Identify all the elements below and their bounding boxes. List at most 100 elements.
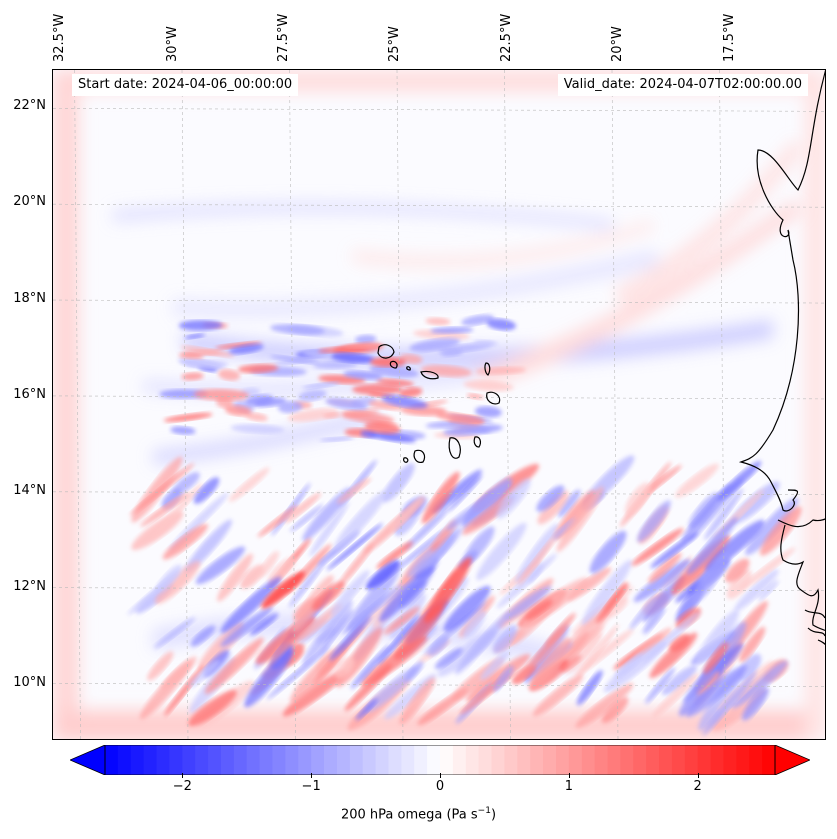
omega-cell: [601, 696, 629, 724]
colorbar-tickmark: [440, 773, 441, 778]
omega-cell: [377, 614, 421, 665]
omega-cell: [536, 485, 565, 512]
omega-cell: [381, 395, 428, 409]
omega-cell: [190, 625, 216, 647]
omega-cell: [204, 637, 264, 695]
boa-vista: [486, 391, 501, 405]
colorbar-segment: [504, 745, 518, 775]
omega-cell: [154, 561, 201, 605]
colorbar-segment: [762, 745, 776, 775]
colorbar-segment: [246, 745, 261, 775]
colorbar-segment: [697, 745, 712, 775]
colorbar-segment: [298, 745, 312, 775]
omega-cell: [309, 501, 349, 557]
omega-cell: [447, 474, 483, 512]
omega-cell: [390, 496, 424, 532]
lon-label: 17.5°W: [722, 13, 737, 62]
senegambia-coast: [780, 524, 825, 632]
omega-cell: [637, 500, 671, 543]
omega-cell: [462, 610, 486, 638]
omega-cell: [631, 528, 684, 566]
omega-cell: [634, 627, 672, 659]
colorbar-segment: [311, 745, 325, 775]
colorbar-segment: [659, 745, 673, 775]
omega-cell: [195, 546, 246, 585]
omega-cell: [455, 611, 511, 675]
colorbar-segment: [169, 745, 183, 775]
omega-cell: [343, 344, 385, 349]
omega-cell: [395, 528, 447, 571]
meridian-line: [719, 70, 726, 739]
colorbar-segment: [349, 745, 364, 775]
colorbar-segment: [233, 745, 248, 775]
colorbar-segment: [272, 745, 286, 775]
omega-cell: [181, 372, 204, 381]
colorbar-segment: [401, 745, 415, 775]
omega-cell: [596, 582, 628, 624]
omega-cell: [313, 361, 358, 370]
meridian-line: [504, 70, 511, 739]
omega-cell: [163, 412, 213, 423]
omega-cell: [160, 656, 197, 691]
lon-label: 20°W: [610, 26, 625, 62]
omega-cell: [537, 490, 569, 525]
omega-cell: [193, 388, 250, 401]
omega-cell: [691, 553, 730, 604]
colorbar-segment: [710, 745, 724, 775]
omega-cell: [230, 424, 285, 434]
colorbar-segment: [736, 745, 750, 775]
colorbar-segment: [143, 745, 158, 775]
omega-cell: [344, 663, 392, 712]
meridian-line: [74, 70, 81, 739]
omega-cell: [492, 624, 518, 654]
sao-nicolau: [420, 370, 439, 380]
omega-cell: [257, 505, 298, 538]
omega-cell: [589, 530, 627, 574]
colorbar-tickmark: [568, 773, 570, 778]
colorbar-segment: [543, 745, 557, 775]
colorbar-segment: [607, 745, 621, 775]
omega-cell: [129, 463, 195, 516]
start-date-label: Start date: 2024-04-06_00:00:00: [72, 74, 299, 96]
omega-cell: [266, 645, 331, 700]
omega-cell: [215, 341, 262, 350]
omega-cell: [462, 526, 495, 566]
colorbar-segment: [414, 745, 428, 775]
coastlines: [738, 70, 825, 646]
omega-cell: [343, 370, 383, 380]
omega-cell: [302, 382, 340, 389]
omega-cell: [282, 670, 346, 717]
fogo: [413, 449, 426, 463]
omega-cell: [365, 560, 401, 590]
omega-cell: [367, 431, 417, 443]
colorbar-segment: [491, 745, 505, 775]
omega-cell: [435, 412, 485, 425]
colorbar-segment: [452, 745, 467, 775]
omega-cell: [515, 626, 566, 684]
omega-cell: [352, 383, 403, 395]
santiago: [448, 437, 461, 459]
cape-verde-islands: [377, 344, 501, 463]
colorbar-segment: [568, 745, 583, 775]
omega-cell: [274, 357, 319, 365]
lon-label: 32.5°W: [52, 13, 67, 62]
omega-cell: [726, 569, 752, 600]
omega-cell: [443, 585, 491, 632]
colorbar-segment: [375, 745, 389, 775]
meridian-line: [396, 70, 404, 739]
omega-cell: [430, 326, 474, 334]
colorbar-segment: [259, 745, 273, 775]
omega-cell: [237, 363, 279, 374]
colorbar-segment: [427, 745, 441, 775]
omega-cell: [364, 421, 401, 434]
omega-cell: [184, 333, 206, 339]
omega-cell: [465, 654, 531, 702]
omega-cell: [379, 565, 435, 622]
map-panel[interactable]: [52, 69, 826, 740]
omega-cell: [532, 674, 584, 717]
omega-cell: [376, 541, 414, 570]
omega-cell: [147, 651, 174, 681]
omega-cell: [461, 314, 495, 326]
omega-cell: [473, 339, 499, 347]
colorbar-segment: [478, 745, 493, 775]
